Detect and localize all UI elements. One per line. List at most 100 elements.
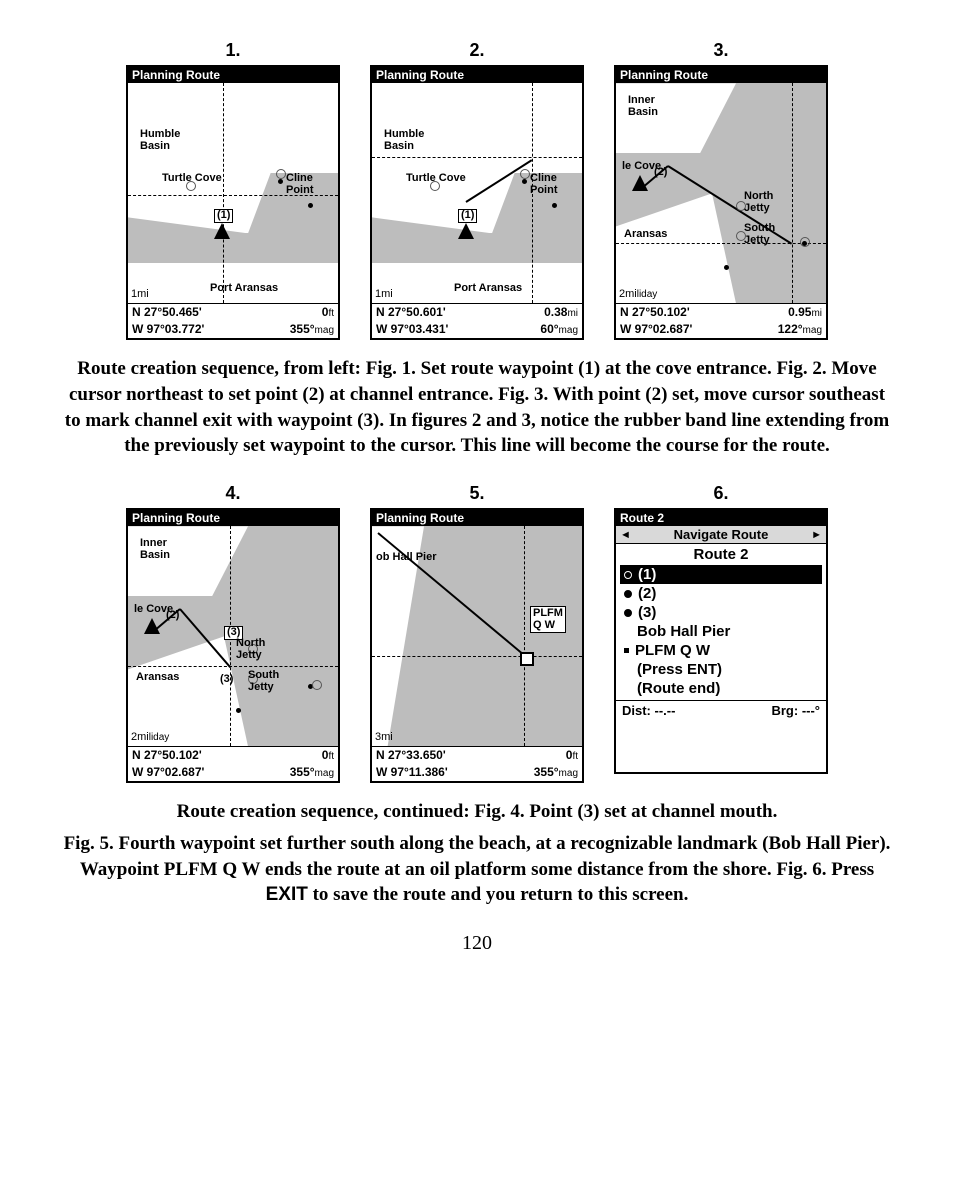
gps-screen: Route 2 ◄ Navigate Route ► Route 2(1)(2)(3)B… <box>614 508 828 774</box>
map-ring-icon <box>520 169 530 179</box>
navigate-route-bar[interactable]: ◄ Navigate Route ► <box>616 526 826 544</box>
figure-label: 3. <box>713 40 728 61</box>
map-scale: 1mi <box>131 288 149 300</box>
coord-footer: N 27°33.650'0ftW 97°11.386'355°mag <box>372 747 582 781</box>
distance: 0ft <box>233 304 338 321</box>
map-scale: 2miliday <box>619 288 657 300</box>
screen-title: Route 2 <box>616 510 826 526</box>
map-label: Turtle Cove <box>406 173 466 185</box>
map-view[interactable]: InnerBasinle Cove(2)NorthJettySouthJetty… <box>616 83 826 304</box>
latitude: N 27°50.601' <box>372 304 477 321</box>
crosshair-vertical <box>223 83 224 303</box>
route-list-item[interactable]: (1) <box>620 565 822 584</box>
route-status-bar: Dist: --.-- Brg: ---° <box>616 700 826 720</box>
nav-right-icon: ► <box>811 529 822 541</box>
waypoint-ring-icon <box>624 571 632 579</box>
bearing: 122°mag <box>721 321 826 338</box>
longitude: W 97°02.687' <box>128 764 233 781</box>
coord-footer: N 27°50.465'0ftW 97°03.772'355°mag <box>128 304 338 338</box>
map-label: Port Aransas <box>454 283 522 295</box>
map-label: Aransas <box>136 672 179 684</box>
map-dot-icon <box>522 179 527 184</box>
distance: 0ft <box>477 747 582 764</box>
route-list-item[interactable]: Bob Hall Pier <box>620 622 822 641</box>
map-label: PLFMQ W <box>530 606 566 633</box>
figure-5: 5.Planning Routeob Hall PierPLFMQ W3miN … <box>370 483 584 783</box>
figure-4: 4.Planning RouteInnerBasinle Cove(2)(3)N… <box>126 483 340 783</box>
figure-1: 1.Planning RouteHumbleBasinTurtle CoveCl… <box>126 40 340 340</box>
crosshair-horizontal <box>372 157 582 158</box>
map-label: SouthJetty <box>744 223 775 246</box>
map-view[interactable]: HumbleBasinTurtle CoveClinePointPort Ara… <box>128 83 338 304</box>
map-view[interactable]: HumbleBasinTurtle CoveClinePointPort Ara… <box>372 83 582 304</box>
crosshair-horizontal <box>616 243 826 244</box>
latitude: N 27°50.102' <box>616 304 721 321</box>
route-list-item[interactable]: (Route end) <box>620 679 822 698</box>
position-arrow-icon <box>632 175 648 191</box>
map-label: Port Aransas <box>210 283 278 295</box>
gps-screen: Planning RouteHumbleBasinTurtle CoveClin… <box>126 65 340 340</box>
map-ring-icon <box>276 169 286 179</box>
figure-row-1: 1.Planning RouteHumbleBasinTurtle CoveCl… <box>60 40 894 340</box>
distance: 0.38mi <box>477 304 582 321</box>
land-mass <box>616 193 736 303</box>
figure-label: 6. <box>713 483 728 504</box>
coord-footer: N 27°50.601'0.38miW 97°03.431'60°mag <box>372 304 582 338</box>
route-list-item[interactable]: (Press ENT) <box>620 660 822 679</box>
route-list-item[interactable]: (3) <box>620 603 822 622</box>
position-arrow-icon <box>458 223 474 239</box>
map-label: SouthJetty <box>248 670 279 693</box>
route-item-text: (Press ENT) <box>637 661 722 678</box>
map-label: ob Hall Pier <box>376 552 437 564</box>
screen-title: Planning Route <box>616 67 826 83</box>
map-view[interactable]: InnerBasinle Cove(2)(3)NorthJettySouthJe… <box>128 526 338 747</box>
figure-label: 4. <box>225 483 240 504</box>
route-list-item[interactable]: PLFM Q W <box>620 641 822 660</box>
figure-row-2: 4.Planning RouteInnerBasinle Cove(2)(3)N… <box>60 483 894 783</box>
caption-2b: Fig. 5. Fourth waypoint set further sout… <box>60 831 894 908</box>
position-arrow-icon <box>214 223 230 239</box>
longitude: W 97°11.386' <box>372 764 477 781</box>
map-label: (2) <box>166 610 179 622</box>
map-ring-icon <box>312 680 322 690</box>
screen-title: Planning Route <box>372 510 582 526</box>
map-view[interactable]: ob Hall PierPLFMQ W3mi <box>372 526 582 747</box>
map-label: (2) <box>654 167 667 179</box>
coord-footer: N 27°50.102'0ftW 97°02.687'355°mag <box>128 747 338 781</box>
position-arrow-icon <box>144 618 160 634</box>
distance: 0.95mi <box>721 304 826 321</box>
route-list: Route 2(1)(2)(3)Bob Hall PierPLFM Q W(Pr… <box>616 544 826 700</box>
land-mass <box>372 153 522 233</box>
status-brg: Brg: ---° <box>771 703 820 718</box>
map-label: (1) <box>458 209 477 223</box>
nav-label: Navigate Route <box>674 527 769 542</box>
nav-left-icon: ◄ <box>620 529 631 541</box>
map-label: NorthJetty <box>744 191 773 214</box>
figure-label: 5. <box>469 483 484 504</box>
map-dot-icon <box>308 203 313 208</box>
map-label: InnerBasin <box>140 538 170 561</box>
screen-title: Planning Route <box>372 67 582 83</box>
gps-screen: Planning RouteInnerBasinle Cove(2)(3)Nor… <box>126 508 340 783</box>
status-dist: Dist: --.-- <box>622 703 675 718</box>
bearing: 355°mag <box>233 321 338 338</box>
caption-1: Route creation sequence, from left: Fig.… <box>60 356 894 459</box>
route-list-item[interactable]: (2) <box>620 584 822 603</box>
route-item-text: (Route end) <box>637 680 720 697</box>
exit-keyword: EXIT <box>266 884 308 905</box>
route-item-text: PLFM Q W <box>635 642 710 659</box>
figure-6: 6. Route 2 ◄ Navigate Route ► Route 2(1)(2)(3… <box>614 483 828 783</box>
map-dot-icon <box>278 179 283 184</box>
document-page: 1.Planning RouteHumbleBasinTurtle CoveCl… <box>60 40 894 955</box>
latitude: N 27°33.650' <box>372 747 477 764</box>
gps-screen: Planning RouteHumbleBasinTurtle CoveClin… <box>370 65 584 340</box>
figure-2: 2.Planning RouteHumbleBasinTurtle CoveCl… <box>370 40 584 340</box>
map-label: (3) <box>220 674 233 686</box>
crosshair-vertical <box>792 83 793 303</box>
map-label: ClinePoint <box>286 173 314 196</box>
distance: 0ft <box>233 747 338 764</box>
coord-footer: N 27°50.102'0.95miW 97°02.687'122°mag <box>616 304 826 338</box>
longitude: W 97°03.772' <box>128 321 233 338</box>
map-label: HumbleBasin <box>384 129 424 152</box>
crosshair-horizontal <box>372 656 582 657</box>
